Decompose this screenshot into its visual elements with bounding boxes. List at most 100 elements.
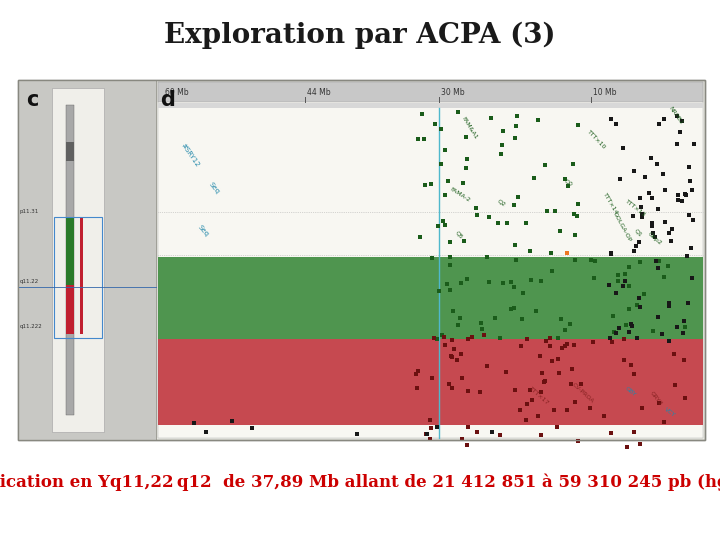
Point xyxy=(455,349,467,358)
Bar xyxy=(52,88,104,432)
Point xyxy=(461,274,472,283)
Point xyxy=(461,154,472,163)
Point xyxy=(672,195,684,204)
Point xyxy=(495,150,507,158)
Point xyxy=(551,423,562,431)
Point xyxy=(667,225,678,233)
Point xyxy=(444,260,456,269)
Point xyxy=(510,122,521,130)
Bar xyxy=(66,142,74,161)
Point xyxy=(679,322,690,331)
Point xyxy=(628,246,639,255)
Point xyxy=(475,319,487,327)
Point xyxy=(636,403,648,412)
Point xyxy=(482,213,494,221)
Point xyxy=(686,274,698,283)
Point xyxy=(657,170,669,178)
Point xyxy=(634,439,646,448)
Point xyxy=(437,217,449,225)
Point xyxy=(645,153,657,162)
Point xyxy=(478,330,490,339)
Bar xyxy=(66,105,74,415)
Point xyxy=(576,380,588,388)
Point xyxy=(413,367,424,375)
Bar xyxy=(158,82,703,438)
Point xyxy=(652,313,663,321)
Point xyxy=(663,301,675,310)
Point xyxy=(647,229,659,238)
Point xyxy=(678,329,689,338)
Text: d: d xyxy=(160,90,175,110)
Text: Q1: Q1 xyxy=(633,228,643,238)
Point xyxy=(433,287,444,295)
Point xyxy=(524,247,536,255)
Point xyxy=(536,369,547,377)
Point xyxy=(438,333,450,341)
Point xyxy=(523,386,535,395)
Point xyxy=(462,387,474,395)
Point xyxy=(562,181,574,190)
Point xyxy=(652,205,664,214)
Point xyxy=(425,179,436,188)
Point xyxy=(652,264,664,273)
Point xyxy=(533,412,544,421)
Point xyxy=(557,343,568,352)
Point xyxy=(410,370,422,379)
Point xyxy=(643,189,654,198)
Point xyxy=(636,210,647,219)
Point xyxy=(439,191,451,199)
Point xyxy=(618,355,630,364)
Point xyxy=(569,398,580,407)
Point xyxy=(663,336,675,345)
Point xyxy=(603,281,615,290)
Bar xyxy=(158,256,703,339)
Point xyxy=(462,335,474,343)
Text: Exploration par ACPA (3): Exploration par ACPA (3) xyxy=(164,21,556,49)
Text: TTT×13: TTT×13 xyxy=(625,199,647,218)
Text: CV-PROA: CV-PROA xyxy=(571,382,595,404)
Point xyxy=(545,341,557,350)
Point xyxy=(426,254,438,262)
Point xyxy=(658,114,670,123)
Point xyxy=(429,119,441,128)
Point xyxy=(428,334,440,342)
Bar xyxy=(158,103,703,108)
Point xyxy=(420,429,432,438)
Point xyxy=(688,139,700,148)
Point xyxy=(458,178,469,187)
Point xyxy=(682,299,693,308)
Point xyxy=(584,404,595,413)
Point xyxy=(621,321,632,329)
Point xyxy=(659,186,670,194)
Point xyxy=(444,238,456,246)
Point xyxy=(554,369,565,377)
Point xyxy=(629,369,640,378)
Point xyxy=(414,233,426,241)
Point xyxy=(672,191,684,200)
Point xyxy=(525,275,536,284)
Point xyxy=(652,159,663,168)
Text: TTT×10: TTT×10 xyxy=(586,129,607,150)
Point xyxy=(561,249,572,258)
Point xyxy=(489,314,500,322)
Text: 30 Mb: 30 Mb xyxy=(441,88,464,97)
Point xyxy=(617,282,629,291)
Point xyxy=(441,279,453,288)
Point xyxy=(606,429,617,437)
Point xyxy=(635,202,647,211)
Point xyxy=(676,197,688,205)
Point xyxy=(608,327,620,336)
Text: FAMA-2: FAMA-2 xyxy=(449,186,471,202)
Point xyxy=(440,340,451,349)
Text: q11.22: q11.22 xyxy=(20,279,40,284)
Point xyxy=(435,160,446,169)
Point xyxy=(500,368,512,377)
Point xyxy=(611,329,622,338)
Point xyxy=(544,334,556,342)
Bar xyxy=(18,80,705,440)
Text: NRPB2: NRPB2 xyxy=(668,106,684,126)
Point xyxy=(497,278,508,287)
Point xyxy=(416,110,428,118)
Point xyxy=(663,229,675,238)
Point xyxy=(508,200,520,209)
